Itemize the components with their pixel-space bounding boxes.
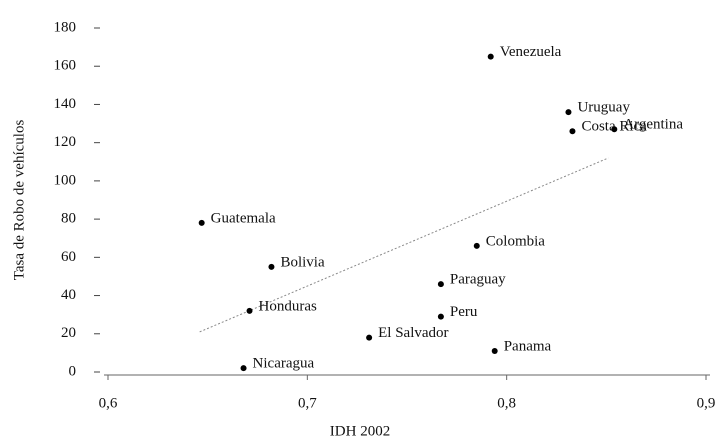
point	[611, 126, 618, 133]
point-label: Paraguay	[450, 272, 506, 288]
y-tick-label: 140	[54, 96, 77, 112]
x-tick-label: 0,9	[697, 395, 716, 411]
point-label: Colombia	[486, 233, 546, 249]
x-tick-label: 0,8	[497, 395, 516, 411]
point-label: Panama	[504, 338, 552, 354]
point	[569, 128, 576, 135]
y-tick-label: 180	[54, 19, 77, 35]
point-label: Argentina	[623, 117, 683, 133]
point-label: El Salvador	[378, 325, 448, 341]
point-label: Honduras	[259, 298, 317, 314]
point	[366, 334, 373, 341]
point	[437, 313, 444, 320]
y-tick-label: 160	[54, 58, 77, 74]
point	[198, 219, 205, 226]
point	[240, 365, 247, 372]
x-axis-label: IDH 2002	[330, 423, 390, 439]
point-label: Bolivia	[280, 254, 325, 270]
point	[437, 281, 444, 288]
point	[246, 307, 253, 314]
point-label: Guatemala	[211, 210, 276, 226]
y-tick-label: 80	[61, 211, 76, 227]
y-axis-label: Tasa de Robo de vehículos	[11, 120, 27, 281]
y-tick-label: 120	[54, 134, 77, 150]
point-label: Venezuela	[500, 44, 562, 60]
point	[565, 109, 572, 116]
y-tick-label: 40	[61, 287, 76, 303]
x-tick-label: 0,6	[99, 395, 118, 411]
y-tick-label: 0	[69, 363, 77, 379]
point-label: Peru	[450, 304, 478, 320]
point	[268, 263, 275, 270]
y-tick-label: 20	[61, 325, 76, 341]
x-tick-label: 0,7	[298, 395, 317, 411]
y-tick-label: 100	[54, 172, 77, 188]
point	[491, 347, 498, 354]
point-label: Uruguay	[577, 100, 630, 116]
point	[487, 53, 494, 60]
point	[473, 242, 480, 249]
point-label: Nicaragua	[253, 356, 315, 372]
y-tick-label: 60	[61, 249, 76, 265]
